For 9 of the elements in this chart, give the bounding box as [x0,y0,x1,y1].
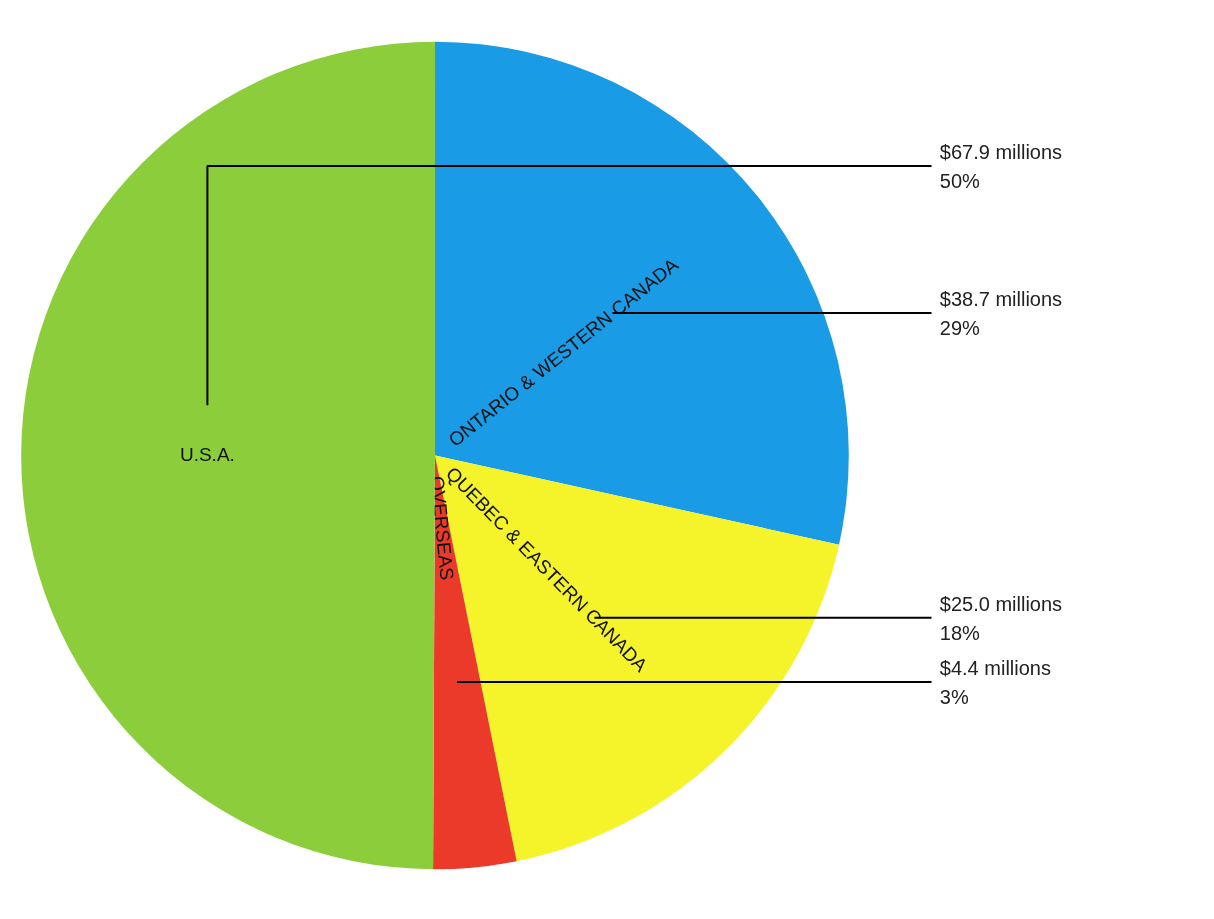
data-label: $38.7 millions [939,288,1063,311]
data-label: $4.4 millions [939,657,1051,680]
text: 50% [939,170,981,193]
slice-label: U.S.A. [179,444,235,466]
text: 3% [939,686,969,709]
data-label: $67.9 millions [939,141,1063,164]
data-label: $25.0 millions [939,593,1063,616]
text: 18% [939,621,981,644]
text: 29% [939,317,981,340]
